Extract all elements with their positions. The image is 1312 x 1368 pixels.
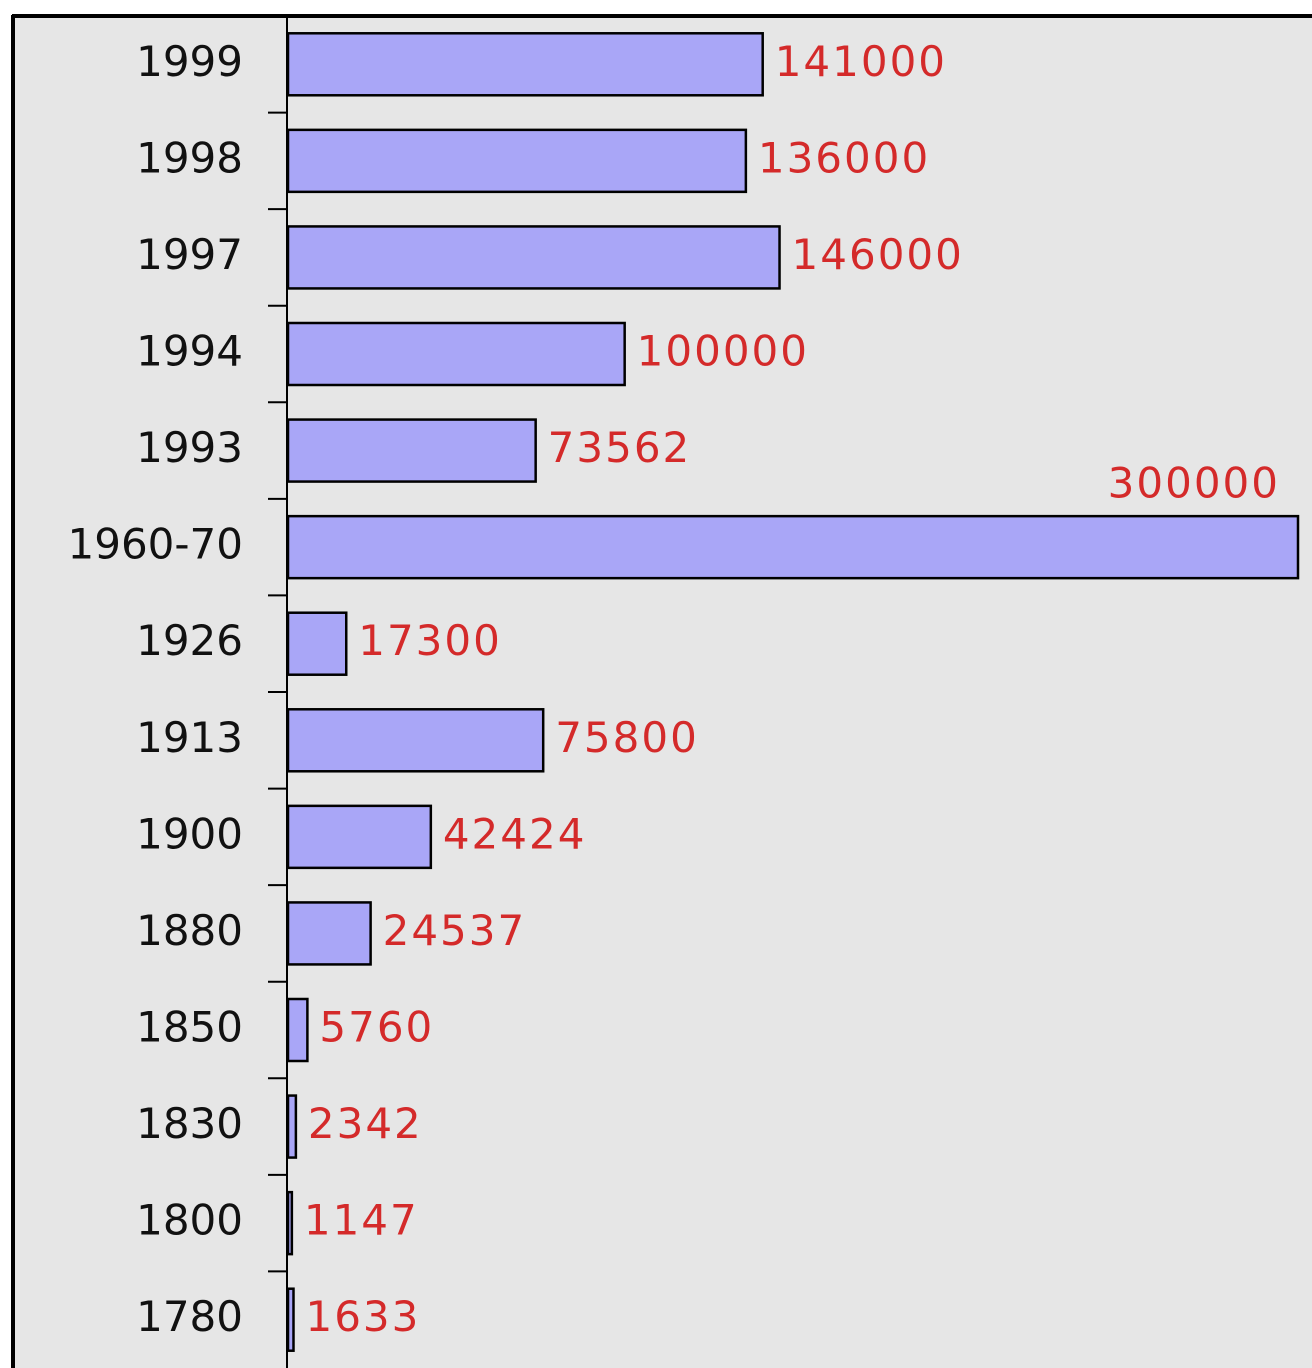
data-label: 42424 <box>443 809 587 858</box>
bar <box>286 32 764 97</box>
bar <box>286 1190 294 1256</box>
data-label: 136000 <box>758 133 930 182</box>
data-label: 5760 <box>319 1003 434 1052</box>
y-tick-label: 1900 <box>136 809 243 858</box>
y-tick-label: 1994 <box>136 327 243 376</box>
y-tick-label: 1993 <box>136 423 243 472</box>
bar <box>286 804 433 870</box>
bar <box>286 611 348 676</box>
bar <box>286 1094 298 1159</box>
bar <box>286 514 1300 580</box>
bar <box>286 225 781 290</box>
y-tick-label: 1830 <box>136 1099 243 1148</box>
data-label: 300000 <box>1108 459 1280 508</box>
y-tick-label: 1926 <box>136 616 243 665</box>
data-label: 100000 <box>637 327 809 376</box>
bar <box>286 708 545 773</box>
bar <box>286 418 537 483</box>
bar <box>286 1287 295 1352</box>
y-tick-label: 1960-70 <box>68 520 244 569</box>
plot-background <box>12 15 1312 1368</box>
bar <box>286 128 748 194</box>
bar <box>286 321 626 387</box>
data-label: 17300 <box>358 616 502 665</box>
bar <box>286 901 372 966</box>
data-label: 2342 <box>308 1099 423 1148</box>
y-tick-label: 1999 <box>136 37 243 86</box>
data-label: 141000 <box>775 37 947 86</box>
data-label: 146000 <box>792 230 964 279</box>
bar <box>286 997 309 1063</box>
data-label: 73562 <box>548 423 692 472</box>
data-label: 1147 <box>304 1196 419 1245</box>
y-tick-label: 1997 <box>136 230 243 279</box>
data-label: 24537 <box>383 906 527 955</box>
y-tick-label: 1850 <box>136 1003 243 1052</box>
data-label: 75800 <box>555 713 699 762</box>
y-tick-label: 1780 <box>136 1292 243 1341</box>
y-tick-label: 1800 <box>136 1196 243 1245</box>
data-label: 1633 <box>305 1292 420 1341</box>
y-tick-label: 1998 <box>136 133 243 182</box>
y-tick-label: 1913 <box>136 713 243 762</box>
y-tick-label: 1880 <box>136 906 243 955</box>
